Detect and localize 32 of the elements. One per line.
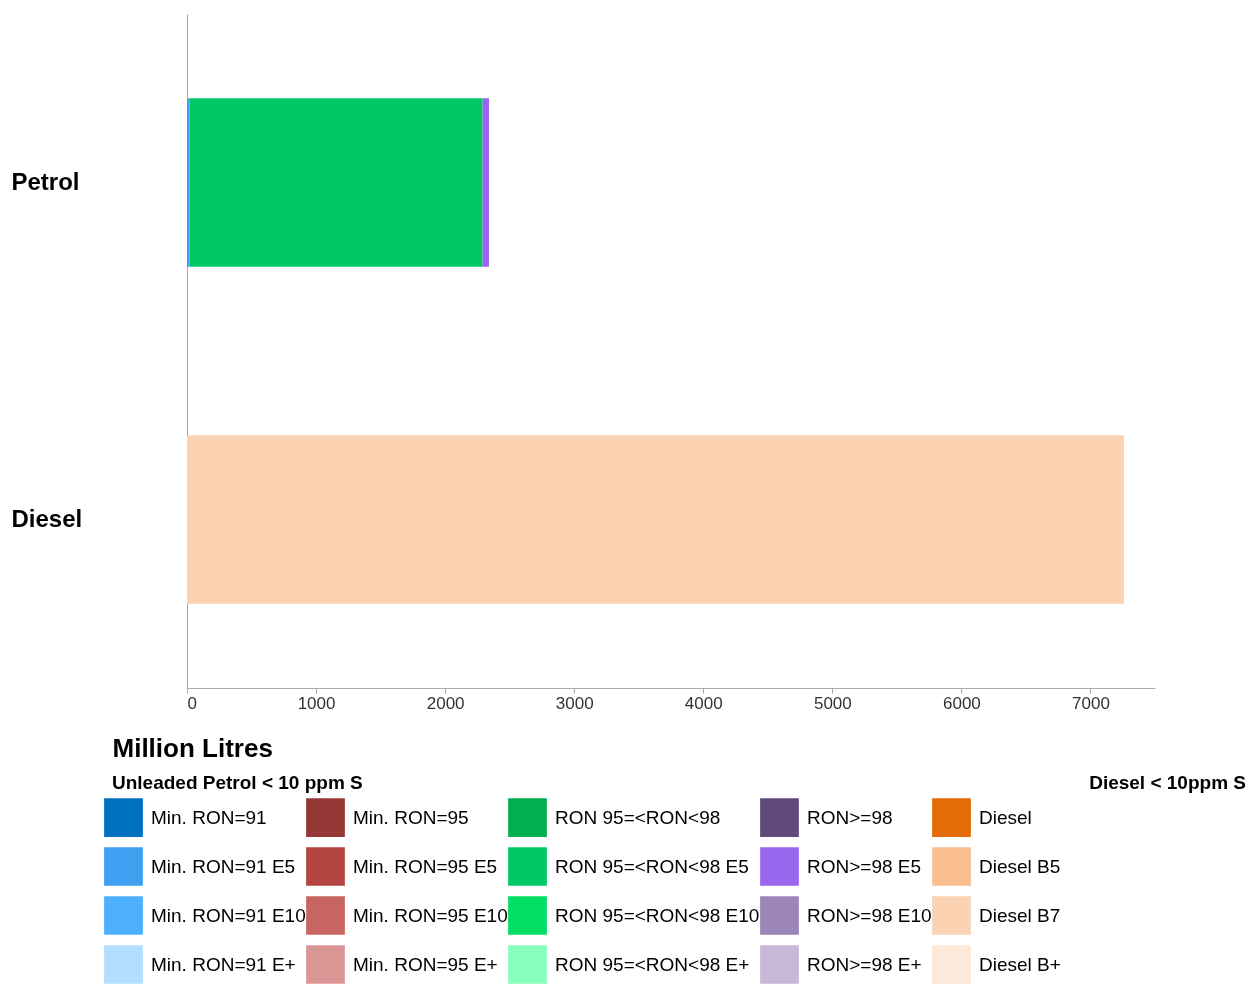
legend-label: Diesel B7 (979, 904, 1061, 926)
x-tick-label: 1000 (297, 693, 336, 713)
legend-label: Diesel B+ (979, 953, 1061, 975)
x-tick-label: 2000 (426, 693, 465, 713)
legend-label: Min. RON=95 E5 (353, 855, 498, 877)
legend-label: Diesel (979, 806, 1032, 828)
legend-label: Diesel B5 (979, 855, 1061, 877)
legend-label: RON 95=<RON<98 (555, 806, 721, 828)
legend-label: Min. RON=91 E5 (151, 855, 296, 877)
x-tick-label: 7000 (1072, 693, 1110, 713)
legend-label: Min. RON=91 (151, 806, 267, 828)
x-tick-label: 6000 (942, 693, 981, 713)
legend-label: RON>=98 (807, 806, 893, 828)
text: Unleaded Petrol < 10 ppm S (112, 772, 363, 794)
legend-label: Min. RON=95 E10 (353, 904, 508, 926)
legend-label: RON 95=<RON<98 E10 (555, 904, 760, 926)
x-tick-label: 5000 (813, 693, 852, 713)
legend-label: Min. RON=91 E10 (151, 904, 306, 926)
legend-label: Min. RON=95 E+ (353, 953, 498, 975)
legend-label: RON>=98 E5 (807, 855, 922, 877)
legend-label: RON>=98 E+ (807, 953, 922, 975)
legend-label: RON 95=<RON<98 E+ (555, 953, 750, 975)
x-tick-label: 0 (187, 693, 197, 713)
legend-label: Min. RON=95 (353, 806, 469, 828)
y-tick-label: Petrol (11, 167, 80, 195)
x-tick-label: 4000 (684, 693, 723, 713)
legend-label: RON>=98 E10 (807, 904, 932, 926)
legend-label: RON 95=<RON<98 E5 (555, 855, 749, 877)
text: Diesel < 10ppm S (1089, 772, 1246, 794)
legend-label: Min. RON=91 E+ (151, 953, 296, 975)
x-axis-title: Million Litres (112, 732, 273, 763)
x-tick-label: 3000 (555, 693, 594, 713)
